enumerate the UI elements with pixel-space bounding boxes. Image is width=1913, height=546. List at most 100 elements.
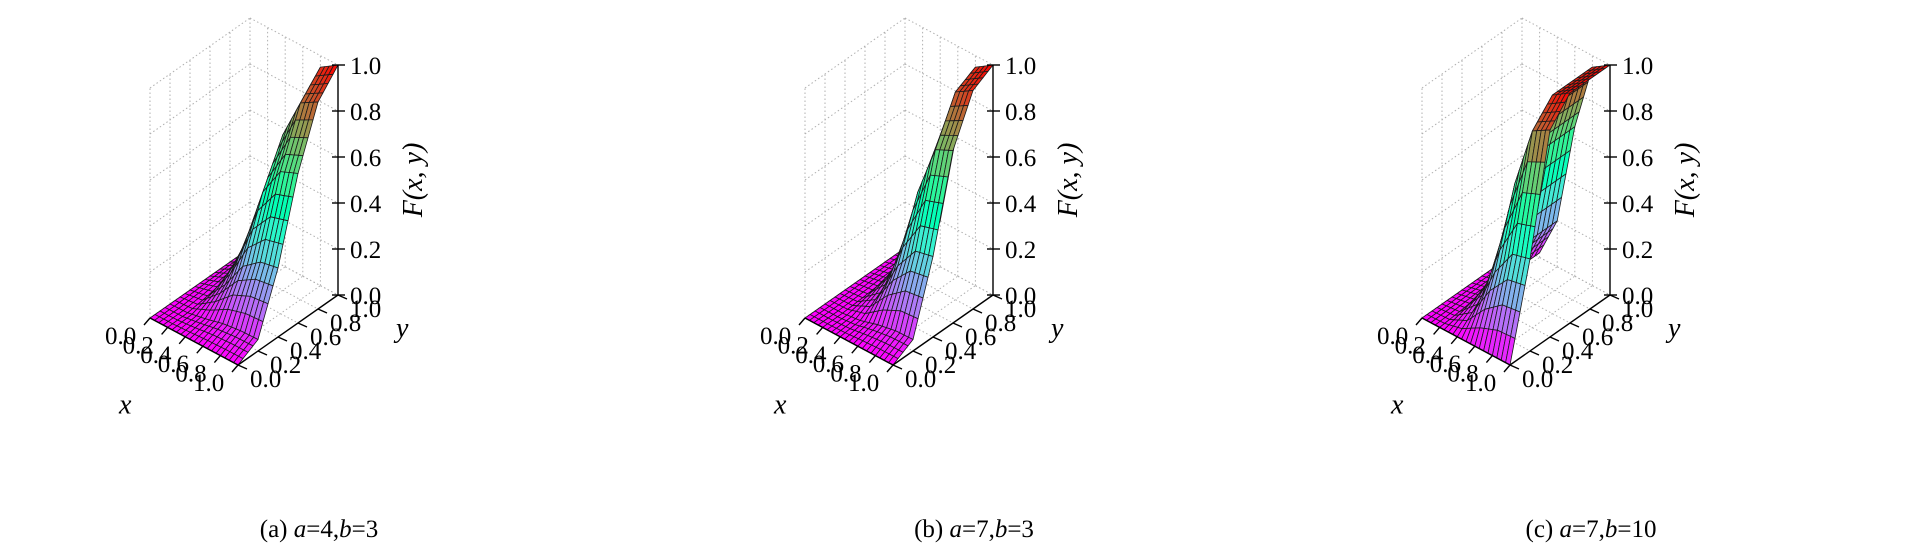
caption-a-b-var: b xyxy=(339,516,352,543)
x-tick-mark xyxy=(868,355,876,364)
y-axis-label: y xyxy=(1048,313,1064,344)
x-tick-label: 1.0 xyxy=(848,370,879,397)
z-tick-label: 0.4 xyxy=(1622,191,1654,218)
gridline xyxy=(249,17,339,66)
y-tick-label: 0.6 xyxy=(310,324,341,351)
axes-b: 0.00.20.40.60.81.0F(x, y)0.00.20.40.60.8… xyxy=(760,53,1084,421)
gridline xyxy=(1421,63,1523,135)
y-tick-mark xyxy=(337,294,348,300)
gridline xyxy=(904,109,994,158)
x-tick-label: 0.0 xyxy=(760,323,791,350)
z-tick-label: 0.8 xyxy=(350,99,381,126)
caption-b-b-val: =3 xyxy=(1007,516,1034,543)
y-tick-mark xyxy=(317,308,328,314)
x-tick-label: 0.6 xyxy=(1430,351,1461,378)
caption-c-prefix: (c) xyxy=(1525,516,1560,543)
gridline xyxy=(149,17,251,89)
x-tick-mark xyxy=(1468,345,1476,354)
x-tick-mark xyxy=(178,336,186,345)
y-tick-label: 0.0 xyxy=(250,366,281,393)
x-tick-mark xyxy=(833,336,841,345)
caption-c-a-var: a xyxy=(1559,516,1573,543)
y-tick-label: 0.0 xyxy=(905,366,936,393)
y-tick-mark xyxy=(297,322,308,328)
surface-b xyxy=(804,64,994,366)
caption-c: (c) a=7,b=10 xyxy=(1272,516,1910,544)
surface-a xyxy=(149,64,339,366)
x-axis-line xyxy=(804,317,894,366)
subplot-c: 0.0 0.2 0.4 0.6 0.8 1.0 F(x, y) 0.0 0.2 0.4 0.6 0.8… xyxy=(1272,0,1910,546)
y-tick-mark xyxy=(1529,350,1540,356)
x-tick-label: 1.0 xyxy=(1465,370,1496,397)
y-tick-label: 0.8 xyxy=(985,310,1016,337)
gridline xyxy=(249,155,339,204)
gridline xyxy=(1421,201,1523,273)
y-tick-label: 0.8 xyxy=(330,310,361,337)
y-tick-label: 0.2 xyxy=(1542,352,1573,379)
z-tick-label: 0.0 xyxy=(350,283,381,310)
caption-b-a-val: =7, xyxy=(961,516,995,543)
gridline xyxy=(804,155,906,227)
surface-c xyxy=(1421,64,1611,366)
x-tick-mark xyxy=(1415,317,1423,326)
gridline xyxy=(249,109,339,158)
subplot-a: 0.0 0.2 0.4 0.6 0.8 1.0 F(x, y) 0.0 0.2 0.4 0.6 0.8… xyxy=(0,0,638,546)
y-tick-mark xyxy=(1549,336,1560,342)
surface-plot-c: 0.00.20.40.60.81.0F(x, y)0.00.20.40.60.8… xyxy=(1377,17,1701,421)
y-tick-mark xyxy=(932,336,943,342)
subplot-b: 0.0 0.2 0.4 0.6 0.8 1.0 F(x, y) 0.0 0.2 0.4 0.6 0.8… xyxy=(655,0,1293,546)
gridline xyxy=(804,17,906,89)
y-tick-mark xyxy=(912,350,923,356)
y-tick-label: 0.4 xyxy=(290,338,322,365)
x-tick-mark xyxy=(161,326,169,335)
caption-b-prefix: (b) xyxy=(914,516,950,543)
x-tick-label: 1.0 xyxy=(193,370,224,397)
gridline xyxy=(1521,109,1611,158)
z-tick-label: 0.8 xyxy=(1622,99,1653,126)
x-tick-label: 0.2 xyxy=(1395,332,1426,359)
caption-a-a-val: =4, xyxy=(306,516,340,543)
y-tick-mark xyxy=(277,336,288,342)
y-tick-label: 1.0 xyxy=(1622,296,1653,323)
gridline xyxy=(1521,17,1611,66)
x-tick-label: 0.4 xyxy=(795,342,827,369)
gridline xyxy=(1521,247,1611,296)
y-tick-mark xyxy=(952,322,963,328)
x-axis-line xyxy=(1421,317,1511,366)
z-tick-label: 0.6 xyxy=(350,145,381,172)
y-tick-mark xyxy=(892,364,903,370)
caption-b-a-var: a xyxy=(949,516,962,543)
y-axis-label: y xyxy=(1665,313,1681,344)
y-tick-mark xyxy=(1509,364,1520,370)
gridline xyxy=(904,17,994,66)
x-tick-label: 0.0 xyxy=(105,323,136,350)
gridline xyxy=(804,63,906,135)
y-tick-label: 1.0 xyxy=(350,296,381,323)
z-tick-label: 1.0 xyxy=(1622,53,1653,80)
x-tick-mark xyxy=(1450,336,1458,345)
z-tick-label: 0.0 xyxy=(1622,283,1653,310)
x-tick-mark xyxy=(196,345,204,354)
y-tick-mark xyxy=(992,294,1003,300)
gridline xyxy=(1421,109,1523,181)
caption-b: (b) a=7,b=3 xyxy=(655,516,1293,544)
x-tick-mark xyxy=(1503,364,1511,373)
x-tick-label: 0.4 xyxy=(140,342,172,369)
gridline xyxy=(904,155,994,204)
x-tick-label: 0.6 xyxy=(813,351,844,378)
gridline xyxy=(1521,63,1611,112)
y-axis-line xyxy=(237,294,339,366)
x-tick-label: 0.8 xyxy=(175,361,206,388)
z-tick-label: 0.2 xyxy=(1005,237,1036,264)
y-tick-mark xyxy=(1569,322,1580,328)
x-tick-mark xyxy=(816,326,824,335)
gridline xyxy=(1421,17,1523,89)
x-tick-label: 0.8 xyxy=(1447,361,1478,388)
gridline xyxy=(1421,155,1523,227)
x-axis-label: x xyxy=(1390,390,1404,421)
x-tick-mark xyxy=(851,345,859,354)
caption-b-b-var: b xyxy=(994,516,1008,543)
caption-a-b-val: =3 xyxy=(351,516,379,543)
z-tick-label: 0.6 xyxy=(1005,145,1036,172)
